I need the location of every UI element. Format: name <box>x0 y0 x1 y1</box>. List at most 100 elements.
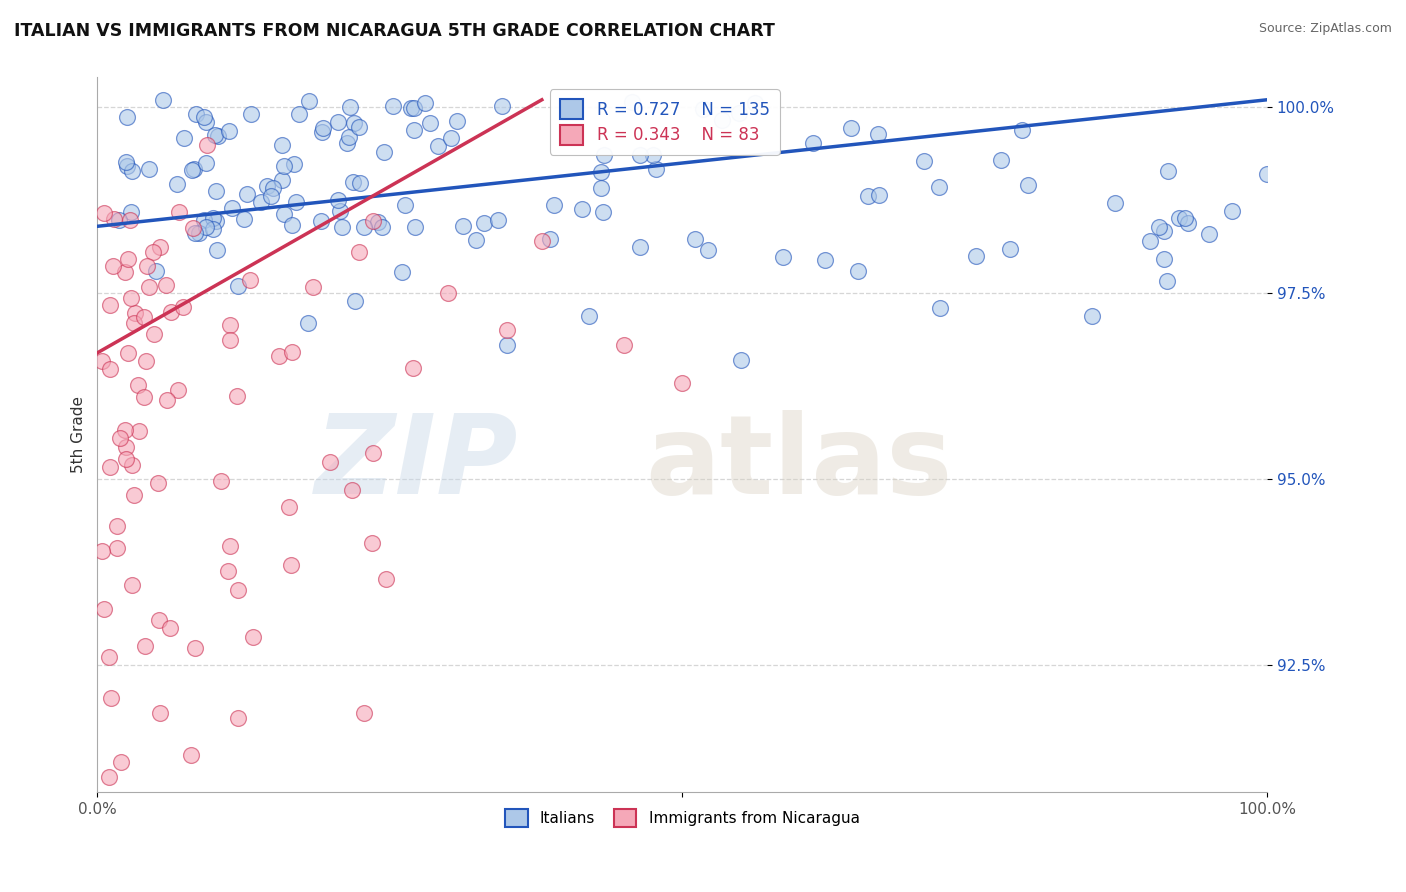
Text: ITALIAN VS IMMIGRANTS FROM NICARAGUA 5TH GRADE CORRELATION CHART: ITALIAN VS IMMIGRANTS FROM NICARAGUA 5TH… <box>14 22 775 40</box>
Point <box>90 543 112 558</box>
Point <box>1156 164 1178 178</box>
Point <box>142 245 165 260</box>
Point <box>98 460 121 475</box>
Point <box>620 95 643 109</box>
Point <box>273 159 295 173</box>
Point <box>343 293 366 308</box>
Point <box>1011 123 1033 137</box>
Point <box>120 213 142 227</box>
Point <box>135 354 157 368</box>
Point <box>122 488 145 502</box>
Point <box>1080 309 1102 323</box>
Point <box>209 474 232 488</box>
Point <box>273 207 295 221</box>
Point <box>98 362 121 376</box>
Point <box>419 116 441 130</box>
Point <box>465 233 488 247</box>
Point <box>262 181 284 195</box>
Point <box>440 131 463 145</box>
Point <box>367 214 389 228</box>
Point <box>1017 178 1039 193</box>
Point <box>692 103 714 117</box>
Point <box>349 176 371 190</box>
Point <box>218 124 240 138</box>
Point <box>121 578 143 592</box>
Point <box>328 193 350 207</box>
Point <box>402 360 425 375</box>
Point <box>328 204 350 219</box>
Point <box>202 221 225 235</box>
Point <box>571 202 593 216</box>
Point <box>375 572 398 586</box>
Point <box>990 153 1012 167</box>
Point <box>727 105 749 120</box>
Point <box>194 156 217 170</box>
Point <box>159 621 181 635</box>
Point <box>301 279 323 293</box>
Point <box>167 383 190 397</box>
Point <box>928 301 950 315</box>
Point <box>205 185 228 199</box>
Point <box>115 159 138 173</box>
Point <box>671 376 693 390</box>
Point <box>592 204 614 219</box>
Point <box>342 175 364 189</box>
Point <box>495 338 517 352</box>
Point <box>205 243 228 257</box>
Point <box>381 99 404 113</box>
Point <box>1220 204 1243 219</box>
Point <box>312 120 335 135</box>
Point <box>846 264 869 278</box>
Point <box>856 189 879 203</box>
Point <box>193 110 215 124</box>
Point <box>138 279 160 293</box>
Text: Source: ZipAtlas.com: Source: ZipAtlas.com <box>1258 22 1392 36</box>
Point <box>288 107 311 121</box>
Point <box>202 211 225 225</box>
Point <box>145 264 167 278</box>
Point <box>394 198 416 212</box>
Point <box>361 214 384 228</box>
Point <box>1153 224 1175 238</box>
Point <box>172 300 194 314</box>
Text: ZIP: ZIP <box>315 409 519 516</box>
Point <box>149 706 172 721</box>
Point <box>183 161 205 176</box>
Point <box>117 345 139 359</box>
Point <box>280 558 302 572</box>
Point <box>1153 252 1175 267</box>
Point <box>232 212 254 227</box>
Point <box>260 189 283 203</box>
Point <box>486 213 509 227</box>
Point <box>277 500 299 514</box>
Point <box>219 333 242 347</box>
Point <box>91 353 114 368</box>
Point <box>156 392 179 407</box>
Point <box>1139 234 1161 248</box>
Point <box>280 345 302 359</box>
Y-axis label: 5th Grade: 5th Grade <box>72 396 86 473</box>
Point <box>121 458 143 473</box>
Point <box>297 95 319 109</box>
Point <box>219 318 242 333</box>
Point <box>543 198 565 212</box>
Point <box>114 440 136 454</box>
Point <box>271 173 294 187</box>
Point <box>221 201 243 215</box>
Point <box>134 639 156 653</box>
Point <box>814 252 837 267</box>
Point <box>98 650 121 665</box>
Point <box>311 124 333 138</box>
Point <box>1256 167 1278 181</box>
Point <box>181 221 204 235</box>
Point <box>110 755 132 769</box>
Point <box>772 250 794 264</box>
Point <box>283 156 305 170</box>
Point <box>744 95 766 110</box>
Point <box>146 475 169 490</box>
Point <box>115 111 138 125</box>
Point <box>195 137 218 152</box>
Point <box>181 162 204 177</box>
Point <box>169 205 191 219</box>
Point <box>391 264 413 278</box>
